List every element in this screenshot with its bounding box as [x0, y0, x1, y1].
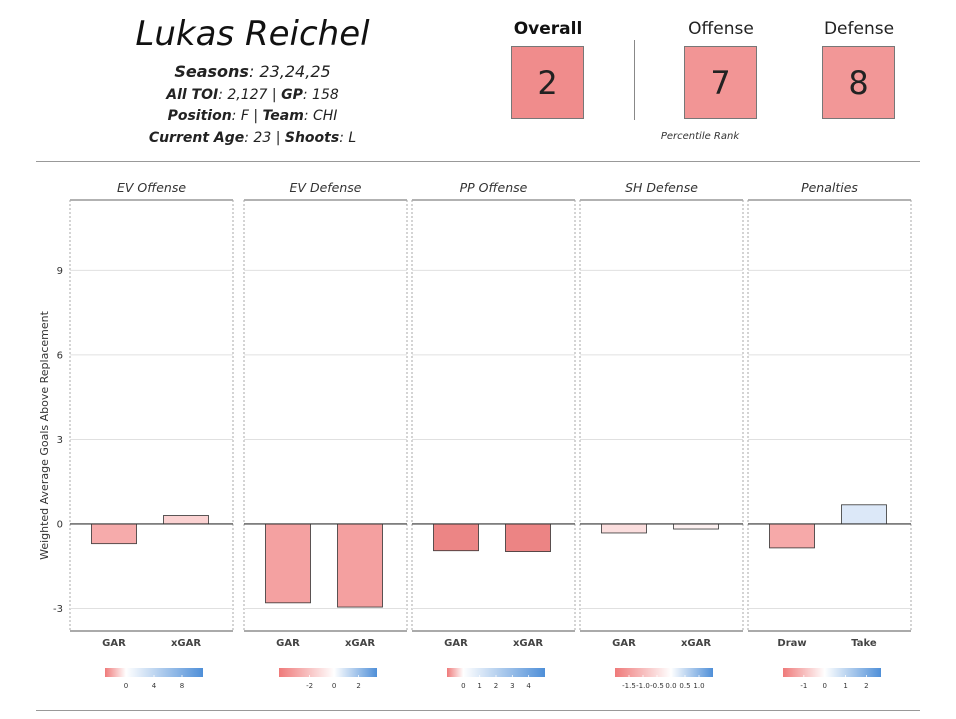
x-tick-label: GAR	[276, 638, 300, 649]
x-tick-label: xGAR	[345, 638, 375, 649]
panel-title-ev-offense: EV Offense	[117, 180, 186, 195]
age-value: 23	[253, 130, 272, 146]
team-label: Team	[262, 108, 304, 124]
bar-pp-offense-gar	[433, 523, 479, 552]
defense-rank-box: 8	[822, 46, 895, 119]
seasons-value: 23,24,25	[259, 62, 331, 81]
y-tick-label: 0	[57, 519, 63, 530]
y-tick-label: 6	[57, 350, 63, 361]
x-tick-label: Draw	[777, 638, 806, 649]
x-tick-label: GAR	[444, 638, 468, 649]
position-value: F	[240, 108, 249, 124]
defense-rank-title: Defense	[823, 19, 895, 39]
y-axis-label: Weighted Average Goals Above Replacement	[38, 310, 51, 559]
x-tick-label: GAR	[102, 638, 126, 649]
legend-colorbar-sh-defense	[615, 668, 713, 677]
legend-colorbar-penalties	[783, 668, 881, 677]
age-shoots-line: Current Age: 23 | Shoots: L	[148, 130, 357, 146]
panel-title-ev-defense: EV Defense	[290, 180, 362, 195]
player-name: Lukas Reichel	[135, 14, 370, 54]
header-divider	[36, 161, 920, 162]
panel-title-sh-defense: SH Defense	[625, 180, 698, 195]
legend-tick-label: -1.5	[622, 682, 636, 690]
legend-tick-label: 2	[494, 682, 498, 690]
x-tick-label: xGAR	[681, 638, 711, 649]
legend-tick-label: -1.0	[636, 682, 650, 690]
offense-rank-title: Offense	[688, 19, 754, 39]
legend-tick-label: 0.0	[665, 682, 676, 690]
overall-rank-title: Overall	[513, 19, 583, 39]
gp-label: GP	[281, 87, 303, 103]
bar-penalties-take	[841, 504, 887, 525]
toi-value: 2,127	[227, 87, 268, 103]
toi-label: All TOI	[166, 87, 219, 103]
legend-tick-label: 0	[124, 682, 128, 690]
shoots-value: L	[348, 130, 357, 146]
footer-divider	[36, 710, 920, 711]
legend-tick-label: -2	[306, 682, 313, 690]
y-tick-label: 3	[57, 435, 63, 446]
toi-gp-line: All TOI: 2,127 | GP: 158	[166, 87, 339, 103]
legend-tick-label: 0	[461, 682, 465, 690]
legend-tick-label: 0	[332, 682, 336, 690]
bar-pp-offense-xgar	[505, 523, 551, 552]
bar-penalties-draw	[769, 523, 815, 549]
y-tick-label: 9	[57, 266, 63, 277]
position-label: Position	[167, 108, 232, 124]
panel-title-pp-offense: PP Offense	[460, 180, 528, 195]
seasons-line: Seasons: 23,24,25	[174, 62, 331, 81]
legend-tick-label: 4	[152, 682, 157, 690]
offense-rank-box: 7	[684, 46, 757, 119]
bar-ev-defense-gar	[265, 523, 311, 604]
y-tick-label: -3	[53, 604, 63, 615]
x-tick-label: Take	[851, 638, 877, 649]
rank-divider	[634, 40, 635, 120]
legend-tick-label: 3	[510, 682, 514, 690]
legend-colorbar-pp-offense	[447, 668, 545, 677]
player-card-header: Lukas Reichel Seasons: 23,24,25 All TOI:…	[0, 0, 956, 160]
bar-ev-offense-gar	[91, 523, 137, 545]
legend-tick-label: 0	[822, 682, 826, 690]
x-tick-label: GAR	[612, 638, 636, 649]
legend-tick-label: -0.5	[650, 682, 664, 690]
position-team-line: Position: F | Team: CHI	[167, 108, 338, 124]
shoots-label: Shoots	[284, 130, 340, 146]
bar-sh-defense-xgar	[673, 523, 719, 530]
legend-tick-label: 0.5	[679, 682, 690, 690]
legend-colorbar-ev-offense	[105, 668, 203, 677]
x-tick-label: xGAR	[513, 638, 543, 649]
legend-colorbar-ev-defense	[279, 668, 377, 677]
age-label: Current Age	[148, 130, 245, 146]
legend-tick-label: 2	[356, 682, 360, 690]
legend-tick-label: -1	[800, 682, 807, 690]
legend-tick-label: 1	[477, 682, 481, 690]
gp-value: 158	[312, 87, 339, 103]
bar-ev-offense-xgar	[163, 515, 209, 525]
legend-tick-label: 1	[843, 682, 847, 690]
team-value: CHI	[312, 108, 338, 124]
overall-rank-box: 2	[511, 46, 584, 119]
bar-sh-defense-gar	[601, 523, 647, 534]
seasons-label: Seasons	[174, 62, 249, 81]
bar-ev-defense-xgar	[337, 523, 383, 608]
percentile-rank-label: Percentile Rank	[660, 131, 740, 142]
legend-tick-label: 4	[526, 682, 531, 690]
legend-tick-label: 1.0	[693, 682, 704, 690]
panel-title-penalties: Penalties	[801, 180, 858, 195]
legend-tick-label: 8	[180, 682, 184, 690]
legend-tick-label: 2	[864, 682, 868, 690]
x-tick-label: xGAR	[171, 638, 201, 649]
